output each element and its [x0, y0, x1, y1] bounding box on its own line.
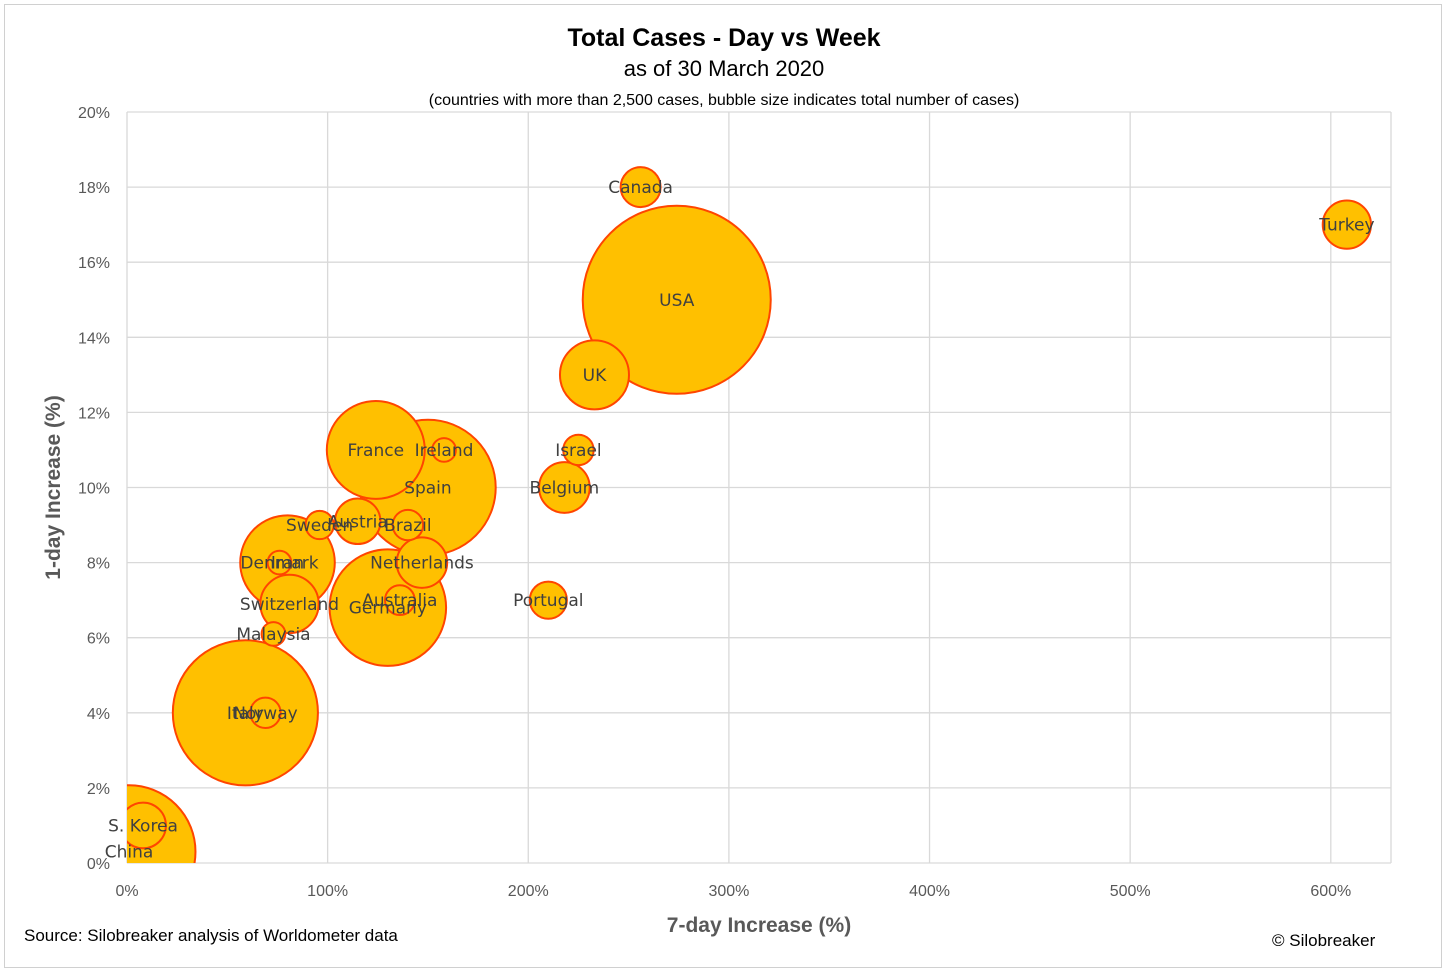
y-tick-label: 4%	[87, 706, 110, 723]
bubble-norway	[249, 696, 282, 730]
bubbles	[127, 166, 1372, 863]
x-tick-label: 100%	[307, 883, 348, 900]
x-axis-title: 7-day Increase (%)	[667, 914, 851, 937]
bubble-label-china: China	[105, 843, 154, 863]
bubble-brazil	[391, 508, 425, 542]
y-tick-label: 0%	[87, 856, 110, 873]
y-axis-title: 1-day Increase (%)	[42, 395, 65, 579]
gridlines	[126, 111, 1392, 864]
bubble-label-germany: Germany	[349, 599, 427, 619]
bubble-malaysia	[260, 621, 287, 647]
bubble-label-israel: Israel	[555, 441, 601, 461]
bubble-label-spain: Spain	[404, 479, 452, 499]
bubble-usa	[581, 204, 772, 395]
bubble-australia	[384, 584, 416, 617]
source-note: Source: Silobreaker analysis of Worldome…	[24, 926, 398, 945]
chart-note: (countries with more than 2,500 cases, b…	[428, 92, 1020, 109]
bubble-s-korea	[127, 801, 167, 850]
y-tick-label: 2%	[87, 781, 110, 798]
bubble-turkey	[1321, 199, 1372, 250]
bubble-label-netherlands: Netherlands	[370, 554, 474, 574]
bubble-label-usa: USA	[659, 291, 695, 311]
bubble-label-portugal: Portugal	[513, 591, 583, 611]
bubble-label-norway: Norway	[233, 704, 298, 724]
bubble-uk	[558, 339, 630, 411]
y-tick-label: 14%	[78, 330, 110, 347]
y-tick-label: 20%	[78, 105, 110, 122]
bubble-label-turkey: Turkey	[1318, 216, 1374, 236]
y-tick-label: 8%	[87, 556, 110, 573]
bubble-ireland	[431, 437, 457, 463]
x-tick-label: 200%	[508, 883, 549, 900]
x-tick-label: 600%	[1310, 883, 1351, 900]
bubble-label-brazil: Brazil	[384, 516, 431, 536]
bubble-label-france: France	[348, 441, 405, 461]
x-tick-label: 500%	[1110, 883, 1151, 900]
chart-frame	[4, 4, 1442, 968]
y-tick-labels: 0% 2% 4% 6% 8% 10% 12% 14% 16% 18% 20%	[78, 105, 110, 873]
bubble-france	[325, 399, 426, 500]
x-tick-label: 0%	[115, 883, 138, 900]
bubble-label-austria: Austria	[328, 512, 388, 532]
bubble-netherlands	[395, 536, 449, 589]
copyright-note: © Silobreaker	[1272, 931, 1376, 950]
y-tick-label: 16%	[78, 255, 110, 272]
bubble-label-ireland: Ireland	[415, 441, 474, 461]
y-tick-label: 12%	[78, 405, 110, 422]
bubble-label-uk: UK	[583, 366, 607, 386]
y-tick-label: 18%	[78, 180, 110, 197]
bubble-label-switzerland: Switzerland	[240, 595, 339, 615]
x-tick-labels: 0% 100% 200% 300% 400% 500% 600%	[115, 883, 1351, 900]
y-tick-label: 6%	[87, 631, 110, 648]
chart-title: Total Cases - Day vs Week	[567, 24, 881, 52]
bubble-label-australia: Australia	[362, 591, 437, 611]
bubble-label-s-korea: S. Korea	[108, 816, 178, 836]
bubble-israel	[562, 433, 595, 467]
bubble-belgium	[538, 461, 591, 514]
bubble-label-italy: Italy	[227, 704, 264, 724]
bubble-label-denmark: Denmark	[240, 554, 318, 574]
bubble-label-sweden: Sweden	[286, 516, 353, 536]
bubble-sweden	[304, 509, 335, 541]
bubble-denmark	[266, 549, 293, 576]
bubble-label-canada: Canada	[608, 178, 673, 198]
bubble-italy	[171, 639, 319, 787]
x-tick-label: 300%	[708, 883, 749, 900]
bubble-portugal	[528, 580, 568, 620]
bubble-canada	[619, 166, 662, 209]
chart-subtitle: as of 30 March 2020	[623, 56, 825, 81]
bubble-label-iran: Iran	[271, 554, 304, 574]
x-tick-label: 400%	[909, 883, 950, 900]
bubble-austria	[333, 497, 382, 546]
bubble-switzerland	[259, 573, 320, 635]
bubble-label-belgium: Belgium	[530, 479, 600, 499]
y-tick-label: 10%	[78, 481, 110, 498]
bubble-label-malaysia: Malaysia	[236, 625, 310, 645]
